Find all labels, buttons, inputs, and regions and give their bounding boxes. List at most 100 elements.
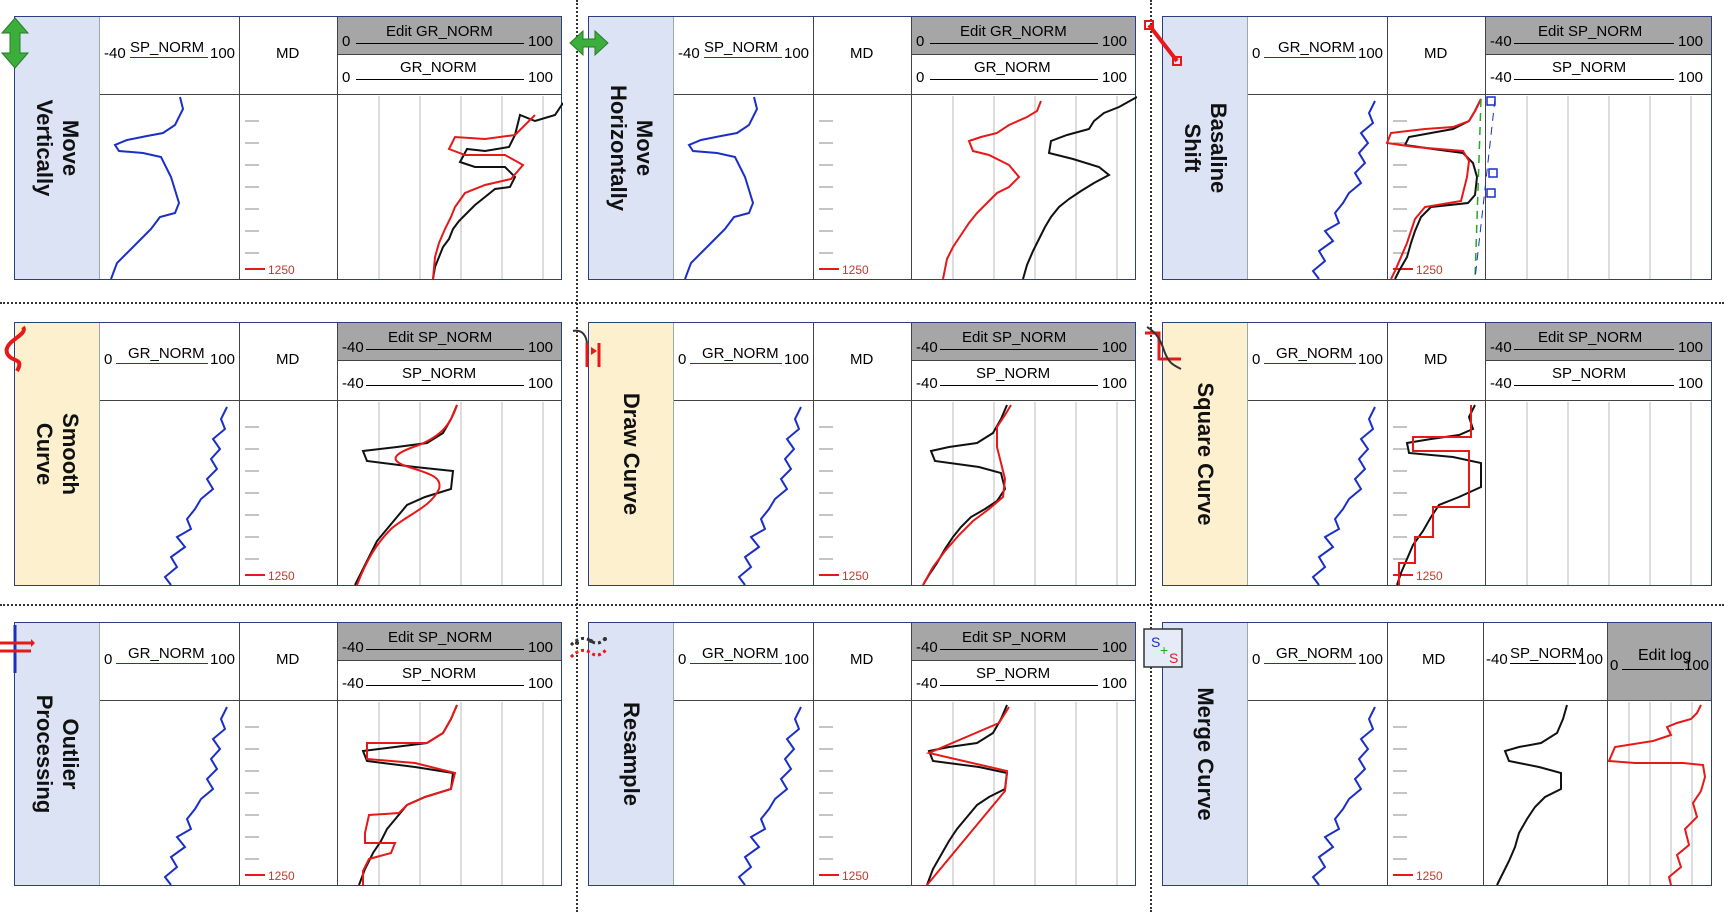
track-header: MD [814, 623, 911, 701]
scale-min: -40 [1486, 651, 1508, 668]
scale-line [930, 43, 1098, 44]
edit-scale-min: -40 [1490, 33, 1512, 50]
scale-line [130, 57, 208, 58]
track-edit: 0 Edit GR_NORM 100 0 GR_NORM 100 [338, 17, 561, 279]
curve-plot [110, 96, 563, 280]
track-header: MD [240, 323, 337, 401]
column-separator [576, 0, 578, 912]
scale-line [1264, 363, 1356, 364]
curve-scale-min: 0 [916, 69, 925, 86]
curve-scale-max: 100 [528, 69, 554, 86]
edit-header[interactable]: -40 Edit SP_NORM 100 [912, 323, 1135, 361]
scale-max: 100 [1358, 351, 1384, 368]
resample-icon [569, 635, 609, 659]
curve-name: GR_NORM [702, 645, 779, 662]
track-md: MD 1250 [240, 323, 338, 585]
curve-name: GR_NORM [974, 59, 1051, 76]
curve-scale-max: 100 [1678, 375, 1704, 392]
edit-scale-max: 100 [1684, 657, 1710, 674]
tool-label-box[interactable]: Draw Curve [572, 323, 674, 585]
scale-line [1514, 79, 1674, 80]
md-label: MD [1424, 351, 1448, 368]
curve-scale-max: 100 [528, 675, 554, 692]
curve-name: SP_NORM [402, 365, 477, 382]
scale-min: 0 [104, 351, 113, 368]
scale-line [1514, 385, 1674, 386]
curve-plot [163, 702, 544, 886]
scale-max: 100 [784, 651, 810, 668]
tool-label-box[interactable]: Move Horizontally [569, 17, 674, 279]
tool-label-box[interactable]: Square Curve [1145, 323, 1248, 585]
tool-label-box[interactable]: Basaline Shift [1144, 17, 1248, 279]
track-header: 0 GR_NORM 100 [100, 323, 239, 401]
curve-header: -40 SP_NORM 100 [338, 361, 561, 401]
edit-header[interactable]: 0 Edit log 100 [1608, 623, 1711, 701]
row-separator [0, 604, 1724, 606]
edit-scale-max: 100 [1102, 33, 1128, 50]
edit-header[interactable]: -40 Edit SP_NORM 100 [338, 323, 561, 361]
track-md: MD 1250 [814, 17, 912, 279]
edit-header[interactable]: -40 Edit SP_NORM 100 [1486, 323, 1711, 361]
curve-scale-max: 100 [1102, 69, 1128, 86]
depth-label: 1250 [842, 869, 869, 883]
scale-line [366, 385, 524, 386]
curve-header: 0 GR_NORM 100 [338, 55, 561, 95]
edit-header[interactable]: -40 Edit SP_NORM 100 [912, 623, 1135, 661]
edit-title: Edit SP_NORM [388, 329, 493, 346]
line-segment-icon [1144, 20, 1182, 66]
edit-header[interactable]: 0 Edit GR_NORM 100 [912, 17, 1135, 55]
scale-line [1514, 43, 1674, 44]
panel-outlier-processing: Outlier Processing 0 GR_NORM 100 MD 1250… [0, 622, 562, 886]
track-md: MD 1250 [814, 323, 912, 585]
track-gr-norm: 0 GR_NORM 100 [100, 623, 240, 885]
edit-header[interactable]: -40 Edit SP_NORM 100 [338, 623, 561, 661]
panel-resample: Resample 0 GR_NORM 100 MD 1250 -40 Edit … [569, 622, 1136, 886]
curve-header: 0 GR_NORM 100 [912, 55, 1135, 95]
track-header: MD [814, 323, 911, 401]
edit-title: Edit GR_NORM [386, 23, 493, 40]
track-sp-norm: -40 SP_NORM 100 [674, 17, 814, 279]
scale-max: 100 [1358, 45, 1384, 62]
edit-title: Edit SP_NORM [388, 629, 493, 646]
track-edit: -40 Edit SP_NORM 100 -40 SP_NORM 100 [912, 623, 1135, 885]
depth-label: 1250 [1416, 263, 1443, 277]
tool-label-box[interactable]: Move Vertically [0, 17, 100, 279]
edit-header[interactable]: 0 Edit GR_NORM 100 [338, 17, 561, 55]
edit-scale-max: 100 [1102, 639, 1128, 656]
merge-s-icon: S + S [1143, 628, 1183, 668]
scale-line [1510, 663, 1576, 664]
depth-label: 1250 [268, 569, 295, 583]
scale-line [940, 385, 1098, 386]
tool-label-box[interactable]: Smooth Curve [4, 323, 100, 585]
scale-max: 100 [1578, 651, 1604, 668]
scale-min: -40 [104, 45, 126, 62]
curve-plot [737, 702, 1118, 886]
svg-text:S: S [1169, 650, 1178, 666]
tool-label-box[interactable]: Resample [569, 623, 674, 885]
tool-label-box[interactable]: S + S Merge Curve [1143, 623, 1248, 885]
track-edit: -40 Edit SP_NORM 100 -40 SP_NORM 100 [1486, 17, 1711, 279]
track-sp-norm: -40 SP_NORM 100 [1484, 623, 1608, 885]
outlier-cross-icon [0, 625, 35, 673]
track-header: -40 SP_NORM 100 [100, 17, 239, 95]
edit-scale-max: 100 [528, 33, 554, 50]
scale-max: 100 [784, 351, 810, 368]
tool-label-box[interactable]: Outlier Processing [0, 623, 100, 885]
double-vertical-arrow-icon [0, 17, 30, 69]
scale-line [356, 79, 524, 80]
curve-name: SP_NORM [1510, 645, 1585, 662]
track-md: MD 1250 [1388, 323, 1486, 585]
curve-name: GR_NORM [128, 645, 205, 662]
edit-title: Edit SP_NORM [1538, 23, 1643, 40]
track-header: 0 GR_NORM 100 [1248, 17, 1387, 95]
curve-header: -40 SP_NORM 100 [1486, 55, 1711, 95]
md-label: MD [276, 45, 300, 62]
curve-plot [684, 96, 1137, 280]
curve-name: GR_NORM [400, 59, 477, 76]
scale-min: 0 [1252, 351, 1261, 368]
track-header: 0 GR_NORM 100 [674, 623, 813, 701]
edit-header[interactable]: -40 Edit SP_NORM 100 [1486, 17, 1711, 55]
depth-label: 1250 [842, 569, 869, 583]
md-label: MD [1424, 45, 1448, 62]
depth-label: 1250 [1416, 869, 1443, 883]
